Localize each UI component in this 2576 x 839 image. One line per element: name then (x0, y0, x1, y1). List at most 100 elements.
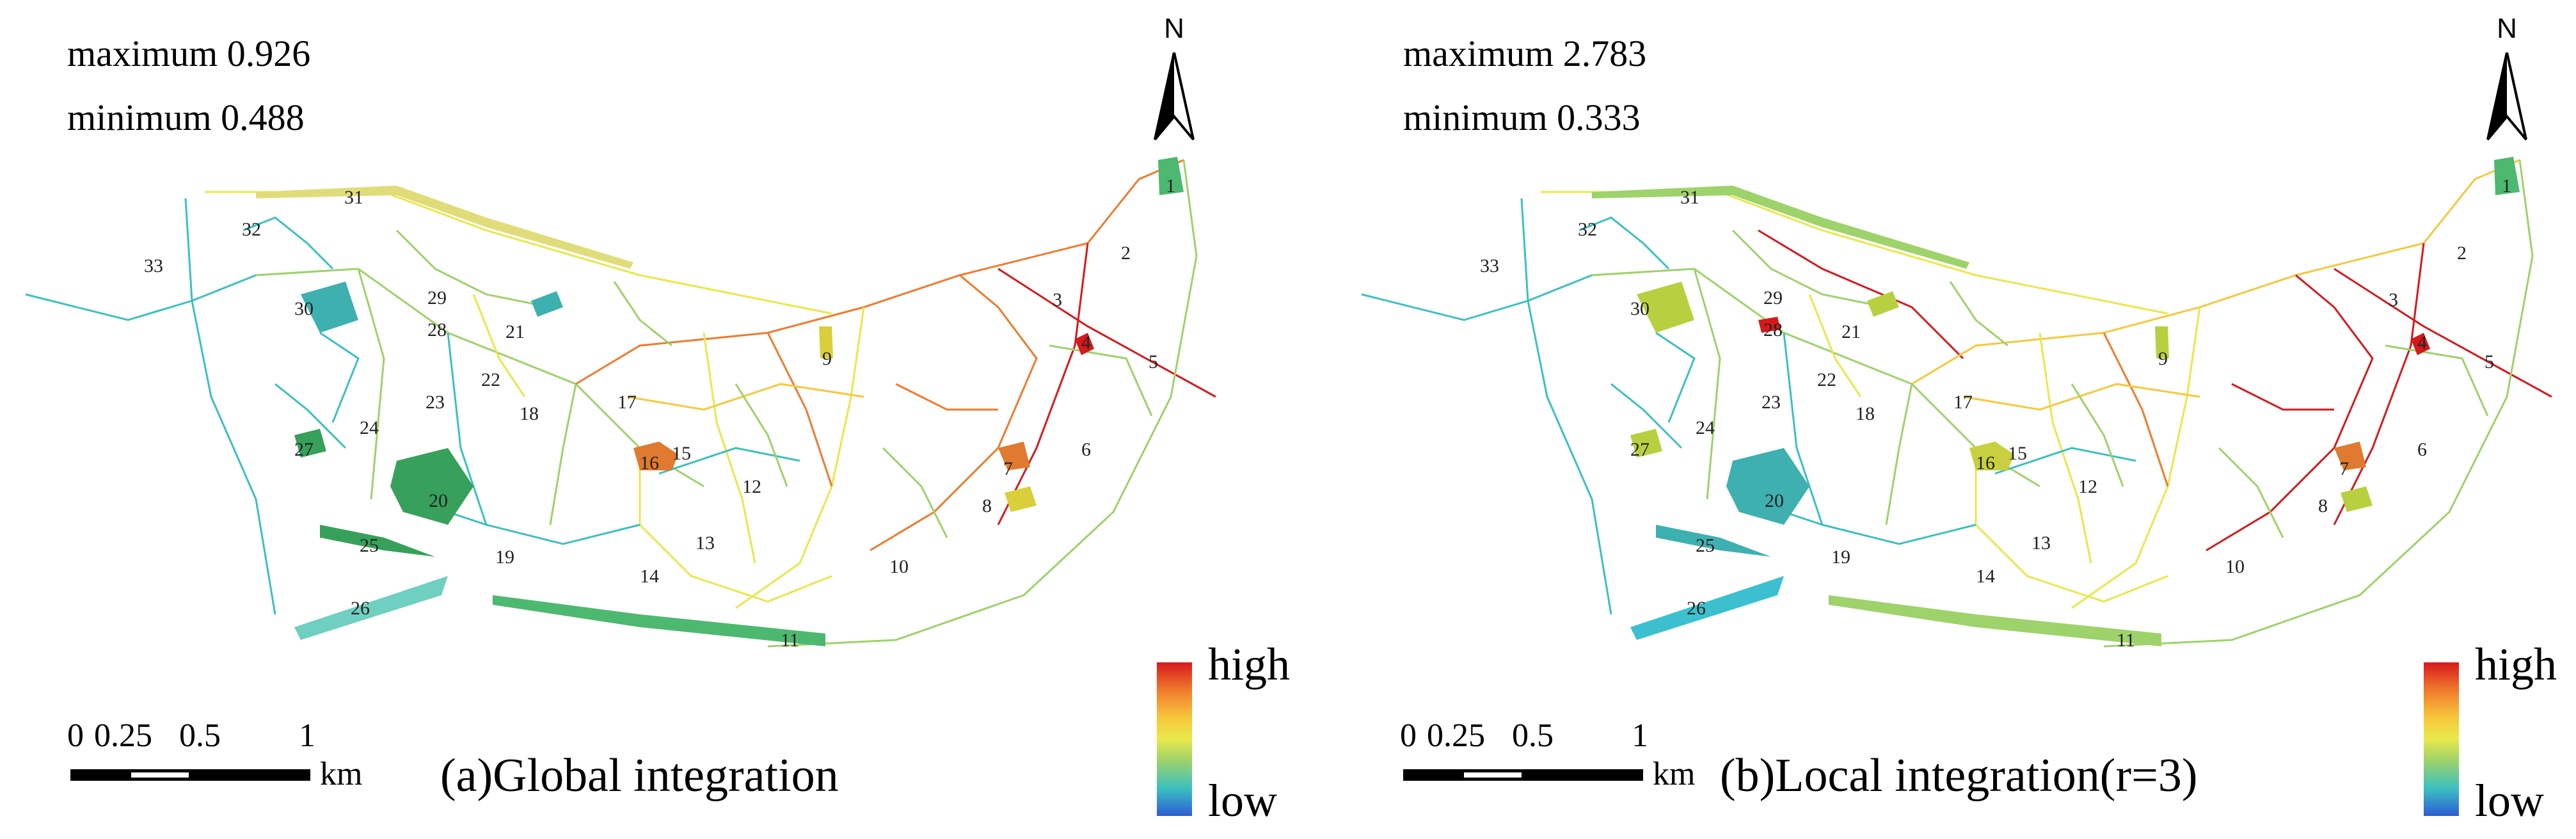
panel-caption: (b)Local integration(r=3) (1720, 749, 2198, 802)
site-8 (2341, 486, 2373, 512)
site-label: 19 (1831, 547, 1850, 568)
scale-bar-graphic (70, 769, 310, 781)
site-label: 16 (1976, 452, 1995, 474)
site-label: 10 (889, 556, 909, 577)
scale-tick-label: 0.25 (94, 717, 152, 754)
site-16 (1969, 442, 2014, 470)
site-label: 3 (1053, 289, 1062, 310)
site-label: 29 (427, 287, 447, 308)
panel-caption: (a)Global integration (440, 749, 839, 802)
site-label: 26 (1687, 598, 1706, 619)
site-label: 24 (1696, 417, 1715, 438)
site-label: 29 (1763, 287, 1783, 308)
north-arrow: N (1136, 13, 1212, 141)
site-label: 31 (344, 187, 363, 208)
site-polygons (256, 157, 1184, 646)
site-26 (1630, 576, 1784, 640)
site-label: 11 (2117, 630, 2135, 651)
site-21 (531, 291, 563, 317)
site-1 (1158, 157, 1184, 195)
site-11 (1829, 595, 2161, 646)
site-31 (256, 186, 633, 269)
site-label: 12 (742, 476, 761, 497)
site-label: 20 (429, 490, 448, 511)
site-label: 25 (1696, 535, 1715, 556)
scale-tick-label: 0 (67, 717, 84, 754)
north-label: N (1164, 13, 1184, 44)
scale-unit: km (1653, 756, 1696, 792)
site-label: 2 (1121, 243, 1131, 264)
scale-tick-label: 0 (1400, 717, 1417, 754)
site-label: 19 (495, 547, 514, 568)
color-legend: high low (2424, 639, 2576, 835)
legend-low-label: low (2475, 775, 2544, 826)
site-31 (1592, 186, 1969, 269)
scale-tick-label: 1 (1632, 717, 1648, 754)
scale-tick-label: 0.5 (179, 717, 221, 754)
scale-tick-label: 0.5 (1512, 717, 1554, 754)
scale-bar-gap (1464, 772, 1522, 778)
site-label: 18 (520, 403, 539, 424)
site-label: 1 (2502, 175, 2511, 196)
site-label: 27 (294, 439, 314, 460)
site-25 (1656, 525, 1771, 557)
site-label: 24 (360, 417, 379, 438)
site-25 (320, 525, 435, 557)
site-28 (1758, 317, 1781, 333)
site-label: 16 (640, 452, 659, 474)
site-label: 15 (2008, 443, 2027, 464)
legend-low-label: low (1208, 775, 1277, 826)
street-network (25, 159, 1216, 648)
site-27 (294, 429, 326, 458)
site-label: 32 (242, 219, 261, 240)
site-label: 21 (1841, 321, 1861, 342)
legend-high-label: high (2475, 639, 2557, 690)
site-11 (493, 595, 825, 646)
scale-bar: 0 0.25 0.5 1 km (67, 717, 387, 794)
site-label: 30 (294, 298, 314, 319)
scale-tick-label: 1 (299, 717, 315, 754)
maximum-value: maximum 2.783 (1403, 33, 1647, 74)
color-legend: high low (1157, 639, 1310, 835)
site-label: 18 (1856, 403, 1875, 424)
site-7 (998, 442, 1030, 470)
site-label: 7 (2339, 458, 2349, 479)
site-label: 4 (2417, 332, 2427, 353)
site-1 (2494, 157, 2520, 195)
site-label: 15 (672, 443, 691, 464)
scale-unit: km (320, 756, 363, 792)
site-label: 13 (2031, 532, 2051, 554)
map-local-integration: 1 2 3 4 5 6 7 8 9 10 11 12 13 14 15 16 1… (1361, 157, 2552, 651)
site-label: 21 (505, 321, 525, 342)
site-9 (819, 326, 833, 358)
site-label: 32 (1578, 219, 1597, 240)
scale-tick-label: 0.25 (1427, 717, 1485, 754)
site-26 (294, 576, 448, 640)
site-label: 17 (1953, 392, 1973, 413)
site-30 (1637, 282, 1694, 333)
site-label: 33 (1480, 255, 1499, 276)
site-label: 23 (425, 392, 445, 413)
site-label: 31 (1680, 187, 1699, 208)
site-label: 5 (1149, 351, 1158, 372)
site-label: 9 (822, 348, 832, 369)
site-4 (1075, 333, 1094, 355)
color-ramp (1157, 662, 1192, 816)
site-label: 4 (1081, 332, 1091, 353)
map-global-integration: 1 2 3 4 5 6 7 8 9 10 11 12 13 14 15 16 1… (25, 157, 1216, 651)
site-label: 22 (1817, 369, 1836, 390)
site-label: 6 (1081, 439, 1091, 460)
site-8 (1005, 486, 1037, 512)
north-arrow-icon (2486, 52, 2527, 141)
maximum-value: maximum 0.926 (67, 33, 311, 74)
site-label: 28 (427, 319, 447, 340)
minimum-value: minimum 0.333 (1403, 97, 1641, 138)
site-label: 22 (481, 369, 500, 390)
site-27 (1630, 429, 1662, 458)
site-label: 13 (696, 532, 715, 554)
scale-bar: 0 0.25 0.5 1 km (1400, 717, 1720, 794)
site-21 (1867, 291, 1899, 317)
site-4 (2411, 333, 2430, 355)
site-label: 14 (640, 566, 659, 587)
site-label: 27 (1630, 439, 1650, 460)
